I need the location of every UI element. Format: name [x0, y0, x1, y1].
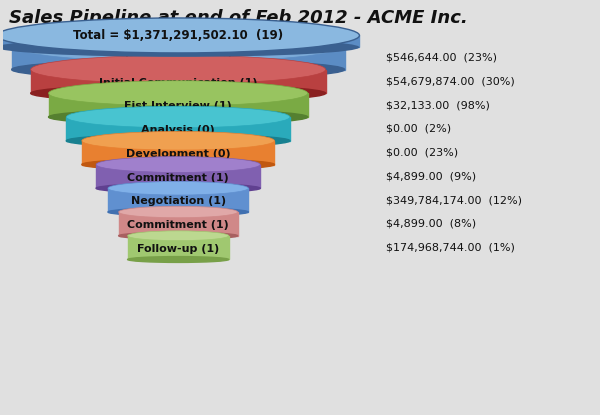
- Text: $349,784,174.00  (12%): $349,784,174.00 (12%): [386, 195, 522, 205]
- Ellipse shape: [108, 181, 248, 195]
- Text: Fist Interview (1): Fist Interview (1): [124, 101, 232, 111]
- Ellipse shape: [119, 232, 238, 239]
- Ellipse shape: [31, 55, 326, 84]
- Text: Sales Pipeline at end of Feb 2012 - ACME Inc.: Sales Pipeline at end of Feb 2012 - ACME…: [9, 9, 467, 27]
- Polygon shape: [11, 46, 344, 70]
- Polygon shape: [67, 117, 290, 141]
- Polygon shape: [108, 188, 248, 212]
- Text: $4,899.00  (9%): $4,899.00 (9%): [386, 171, 476, 181]
- Ellipse shape: [119, 206, 238, 218]
- Polygon shape: [49, 93, 308, 117]
- Ellipse shape: [108, 208, 248, 216]
- Text: $546,644.00  (23%): $546,644.00 (23%): [386, 53, 497, 63]
- Polygon shape: [128, 236, 229, 259]
- Ellipse shape: [128, 231, 229, 241]
- Text: Analysis (0): Analysis (0): [141, 125, 215, 135]
- Ellipse shape: [96, 156, 260, 172]
- Ellipse shape: [11, 30, 344, 62]
- Text: $174,968,744.00  (1%): $174,968,744.00 (1%): [386, 243, 515, 253]
- Ellipse shape: [67, 134, 290, 147]
- Text: $0.00  (23%): $0.00 (23%): [386, 148, 458, 158]
- Text: $32,133.00  (98%): $32,133.00 (98%): [386, 100, 490, 110]
- Text: Total = $1,371,291,502.10  (19): Total = $1,371,291,502.10 (19): [73, 29, 283, 42]
- Text: Follow-up (1): Follow-up (1): [137, 244, 219, 254]
- Ellipse shape: [82, 132, 274, 150]
- Ellipse shape: [49, 110, 308, 124]
- Ellipse shape: [96, 183, 260, 193]
- Text: Development (0): Development (0): [126, 149, 230, 159]
- Ellipse shape: [11, 60, 344, 79]
- Text: Negotiation (1): Negotiation (1): [131, 196, 226, 206]
- Ellipse shape: [0, 38, 359, 57]
- Ellipse shape: [49, 81, 308, 106]
- Ellipse shape: [82, 159, 274, 170]
- Text: $54,679,874.00  (30%): $54,679,874.00 (30%): [386, 76, 515, 86]
- Polygon shape: [31, 70, 326, 93]
- Text: Commitment (1): Commitment (1): [127, 220, 229, 230]
- Text: Pre-Approach (1): Pre-Approach (1): [125, 54, 232, 64]
- Polygon shape: [0, 35, 359, 47]
- Ellipse shape: [128, 256, 229, 262]
- Polygon shape: [82, 141, 274, 164]
- Polygon shape: [96, 164, 260, 188]
- Text: $0.00  (2%): $0.00 (2%): [386, 124, 451, 134]
- Text: Initial Communication (1): Initial Communication (1): [99, 78, 257, 88]
- Ellipse shape: [0, 18, 359, 53]
- Text: $4,899.00  (8%): $4,899.00 (8%): [386, 219, 476, 229]
- Text: Commitment (1): Commitment (1): [127, 173, 229, 183]
- Polygon shape: [119, 212, 238, 236]
- Ellipse shape: [67, 106, 290, 128]
- Ellipse shape: [31, 85, 326, 102]
